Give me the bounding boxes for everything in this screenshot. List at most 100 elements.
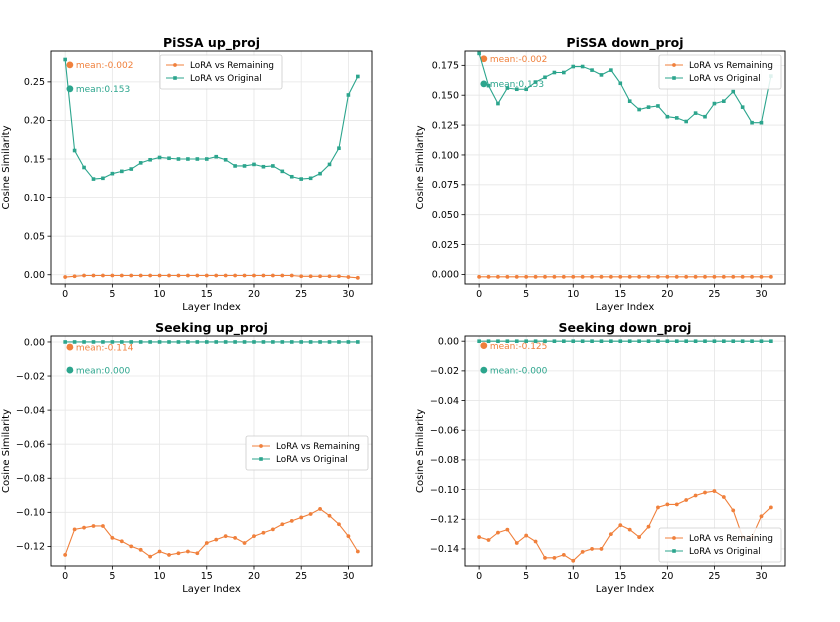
data-point-original: [261, 164, 266, 169]
data-point-original: [120, 340, 124, 344]
data-point-original: [337, 340, 341, 344]
data-point-remaining: [72, 274, 77, 279]
data-point-original: [693, 111, 698, 115]
data-point-original: [637, 107, 641, 112]
data-point-original: [72, 148, 77, 153]
data-point-original: [684, 339, 688, 343]
data-point-original: [618, 339, 623, 343]
data-point-remaining: [327, 513, 332, 518]
x-tick-label: 20: [661, 289, 673, 300]
y-tick-label: 0.00: [438, 336, 459, 347]
data-point-remaining: [552, 555, 557, 560]
data-point-original: [571, 64, 576, 69]
data-point-original: [337, 146, 341, 151]
data-point-original: [91, 340, 96, 344]
legend-marker-remaining: [672, 536, 676, 540]
data-point-remaining: [693, 493, 698, 498]
data-point-remaining: [327, 274, 332, 279]
x-tick-label: 5: [523, 289, 529, 300]
data-point-original: [722, 99, 726, 103]
data-point-original: [486, 83, 491, 88]
data-point-original: [195, 340, 200, 344]
data-point-original: [167, 156, 171, 161]
y-tick-label: −0.06: [430, 426, 459, 437]
data-point-remaining: [195, 551, 200, 556]
data-point-remaining: [82, 525, 86, 530]
data-point-original: [590, 68, 594, 72]
data-point-original: [233, 164, 237, 168]
legend-box: [658, 54, 782, 90]
data-point-remaining: [712, 274, 717, 279]
legend-label-original: LoRA vs Original: [689, 547, 761, 557]
legend: LoRA vs Remaining LoRA vs Original: [245, 435, 369, 471]
data-point-remaining: [571, 274, 576, 279]
data-point-original: [533, 339, 538, 343]
mean-label-original: mean:0.153: [76, 85, 130, 95]
data-point-remaining: [289, 273, 294, 278]
data-point-remaining: [346, 534, 351, 539]
data-point-original: [609, 68, 613, 72]
data-point-remaining: [731, 274, 736, 279]
data-point-remaining: [608, 274, 613, 279]
chart-panel-3: 0 5 10 15 20 25 30 −0.12 −0.10 −0.08 −0.06 −0.04 −0.…: [1, 320, 373, 595]
x-tick-label: 30: [755, 571, 767, 582]
data-point-remaining: [627, 527, 632, 532]
mean-marker-original: [66, 366, 74, 374]
data-point-remaining: [627, 274, 632, 279]
data-point-remaining: [712, 489, 717, 493]
data-point-remaining: [590, 547, 594, 551]
data-point-original: [656, 339, 660, 343]
data-point-remaining: [355, 275, 360, 280]
x-tick-label: 30: [342, 571, 354, 582]
data-point-remaining: [477, 535, 482, 539]
data-point-original: [477, 339, 481, 343]
data-point-remaining: [223, 534, 228, 539]
data-point-remaining: [524, 274, 529, 279]
data-point-original: [505, 339, 510, 343]
y-axis-label: Cosine Similarity: [1, 409, 12, 493]
data-point-original: [308, 176, 313, 181]
legend-box: [658, 527, 782, 563]
data-point-original: [703, 339, 707, 343]
data-point-remaining: [355, 549, 360, 554]
chart-title: PiSSA up_proj: [163, 35, 260, 51]
series-line-remaining: [64, 508, 359, 558]
data-point-remaining: [477, 274, 482, 279]
data-point-remaining: [280, 522, 285, 527]
data-point-remaining: [759, 274, 764, 279]
data-point-remaining: [656, 274, 660, 279]
data-point-original: [618, 81, 623, 86]
data-point-original: [233, 340, 237, 344]
axes-frame: [50, 335, 373, 567]
data-point-original: [110, 171, 115, 176]
x-tick-label: 30: [755, 289, 767, 300]
data-point-original: [129, 340, 134, 344]
data-point-remaining: [167, 273, 171, 278]
x-tick-label: 30: [342, 289, 354, 300]
data-point-original: [299, 177, 303, 181]
legend-marker-original: [173, 76, 177, 80]
data-point-remaining: [618, 523, 623, 528]
data-point-remaining: [552, 274, 557, 279]
data-point-remaining: [571, 558, 576, 563]
data-point-remaining: [91, 273, 96, 278]
y-tick-label: 0.25: [24, 77, 45, 88]
legend-marker-remaining: [173, 63, 177, 67]
data-point-remaining: [110, 273, 115, 278]
y-tick-label: −0.10: [16, 508, 45, 519]
data-point-remaining: [214, 537, 219, 542]
data-point-original: [580, 64, 585, 69]
data-point-original: [252, 162, 256, 167]
data-point-original: [769, 339, 773, 343]
data-point-remaining: [533, 539, 538, 544]
data-point-original: [496, 339, 500, 343]
data-point-original: [496, 101, 500, 106]
data-point-remaining: [768, 274, 773, 279]
data-point-remaining: [496, 530, 500, 535]
data-point-remaining: [514, 541, 519, 545]
data-point-original: [157, 155, 162, 160]
y-tick-label: 0.15: [24, 154, 45, 165]
y-tick-label: 0.100: [432, 150, 459, 161]
mean-label-remaining: mean:-0.114: [76, 343, 134, 353]
data-point-remaining: [684, 274, 689, 279]
